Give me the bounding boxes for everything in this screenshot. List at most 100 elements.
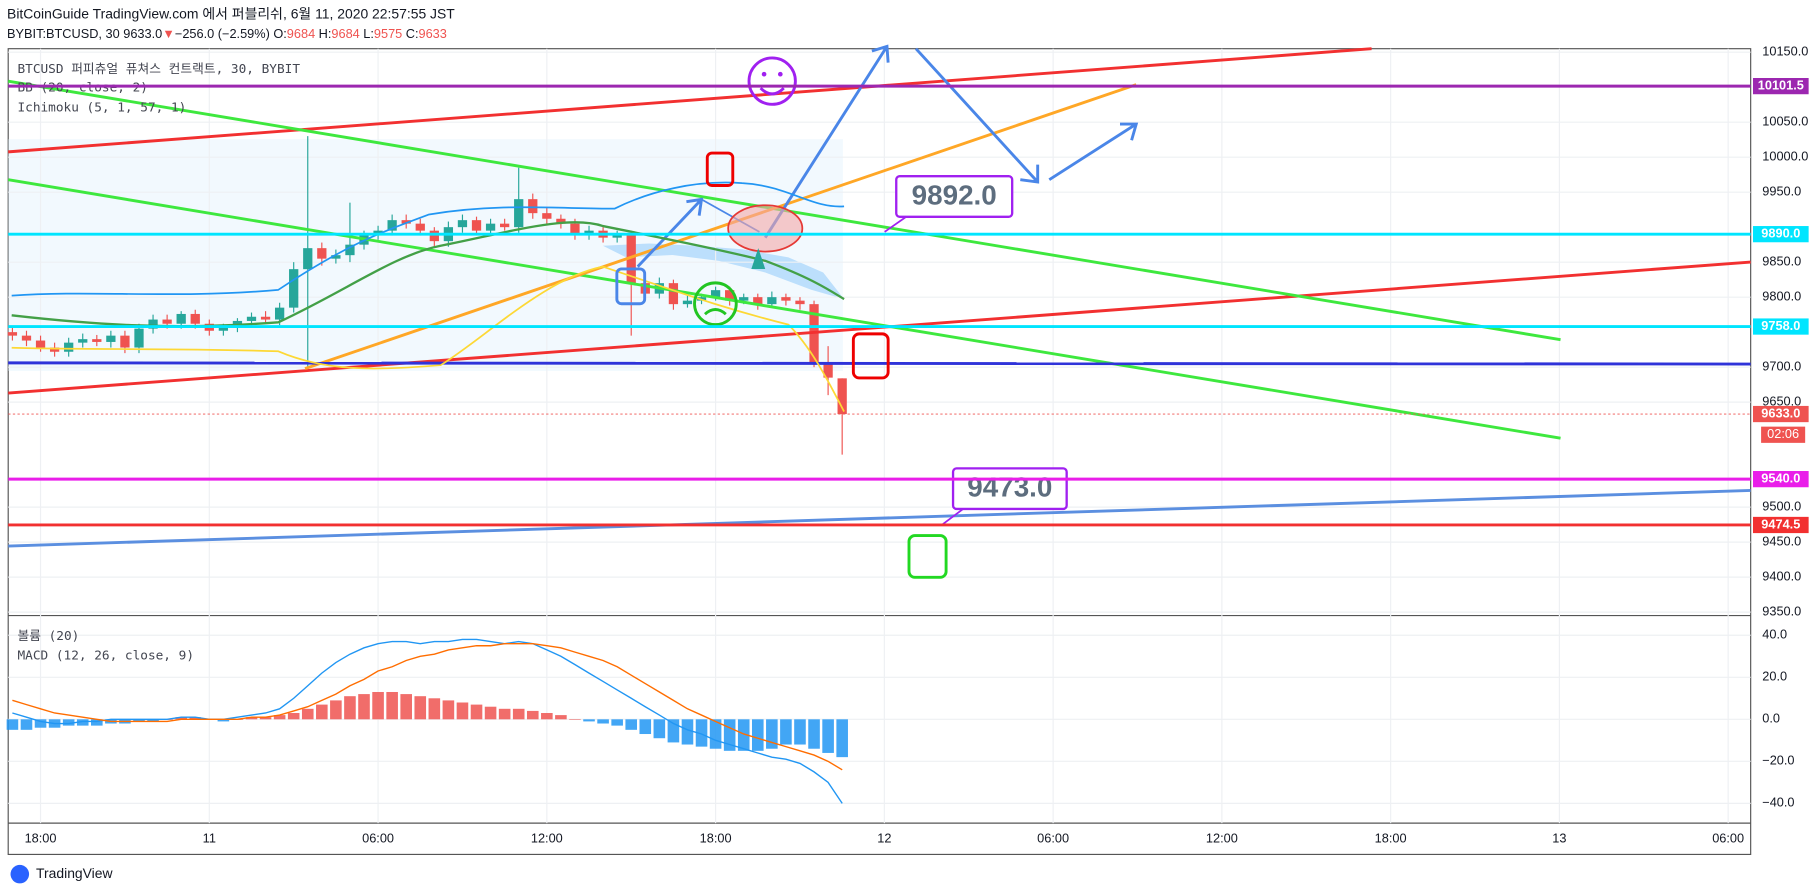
price-label-bg <box>1752 471 1809 488</box>
ohlc-label: O: <box>273 26 286 41</box>
candle-body <box>739 297 749 301</box>
candle-body <box>190 313 200 324</box>
legend-bb: BB (20, close, 2) <box>17 81 148 96</box>
logo <box>10 864 30 884</box>
macd-histogram-bar <box>245 717 258 720</box>
smiley-eye <box>761 71 767 77</box>
candle-body <box>584 230 594 235</box>
candle-body <box>809 304 819 364</box>
candle-body <box>21 335 32 341</box>
x-tick-label: 13 <box>1552 831 1566 846</box>
header-symbol: BYBIT:BTCUSD, 30 9633.0▼−256.0 (−2.59%) O… <box>7 26 447 41</box>
callout-text: 9892.0 <box>912 179 997 210</box>
price-label: 9758.0 <box>1761 318 1800 333</box>
macd-histogram-bar <box>569 719 581 720</box>
macd-histogram-bar <box>400 694 412 720</box>
change-arrow: ▼ <box>162 26 175 41</box>
macd-histogram-bar <box>344 696 356 720</box>
candle-body <box>218 327 229 331</box>
smiley <box>747 56 797 106</box>
macd-histogram-bar <box>428 698 441 720</box>
highlight-ellipse <box>727 204 804 253</box>
countdown-bg <box>1761 426 1806 443</box>
y-tick-label: −20.0 <box>1762 753 1794 768</box>
macd-histogram-bar <box>301 708 314 720</box>
arrow-marker <box>751 248 766 269</box>
candle-body <box>331 255 341 259</box>
macd-histogram-bar <box>20 719 33 730</box>
candle-body <box>415 223 425 231</box>
price-label-bg <box>1752 226 1809 243</box>
x-tick-label: 18:00 <box>25 831 57 846</box>
macd-histogram-bar <box>330 700 342 720</box>
trend-line <box>8 488 1751 548</box>
arrow <box>764 44 890 239</box>
macd-histogram-bar <box>737 719 750 751</box>
candle-body <box>710 290 721 298</box>
macd-histogram-bar <box>512 708 525 720</box>
y-tick-label: 0.0 <box>1762 711 1780 726</box>
candle-body <box>274 307 285 320</box>
macd-histogram-bar <box>681 719 694 745</box>
callout-text: 9473.0 <box>967 472 1052 503</box>
candle-body <box>514 199 524 228</box>
countdown: 02:06 <box>1767 426 1799 441</box>
symbol: BYBIT:BTCUSD, 30 9633.0 <box>7 26 162 41</box>
candle-body <box>837 378 847 415</box>
macd-histogram-bar <box>456 702 469 720</box>
y-tick-label: 9950.0 <box>1762 184 1801 199</box>
y-tick-label: 9500.0 <box>1762 499 1801 514</box>
macd-histogram-bar <box>808 719 820 749</box>
y-tick-label: 40.0 <box>1762 627 1787 642</box>
y-tick-label: −40.0 <box>1762 795 1794 810</box>
legend-volume: 볼륨 (20) <box>17 629 79 644</box>
candle-body <box>260 316 271 320</box>
macd-histogram-bar <box>541 713 553 720</box>
change: −256.0 (−2.59%) <box>175 26 270 41</box>
sad-face <box>693 281 738 327</box>
price-label: 9890.0 <box>1761 226 1800 241</box>
y-tick-label: 9700.0 <box>1762 359 1801 374</box>
smiley-mouth <box>759 87 785 96</box>
candle-body <box>556 218 566 224</box>
price-label-bg <box>1752 516 1809 534</box>
smiley-eye <box>777 71 783 77</box>
macd-histogram-bar <box>723 719 736 751</box>
candle-body <box>303 248 313 270</box>
macd-histogram-bar <box>287 713 300 720</box>
macd-histogram-bar <box>751 719 764 751</box>
macd-histogram-bar <box>6 719 19 730</box>
ohlc-label: C: <box>406 26 419 41</box>
candle-body <box>134 328 144 348</box>
macd-histogram-bar <box>273 715 286 720</box>
price-label: 10101.5 <box>1758 77 1804 92</box>
trend-line <box>8 361 1751 366</box>
macd-histogram-bar <box>484 706 497 720</box>
x-tick-label: 12:00 <box>1206 831 1238 846</box>
macd-histogram-bar <box>62 719 75 726</box>
legend-main: BTCUSD 퍼피츄얼 퓨쳐스 컨트랙트, 30, BYBIT <box>17 62 300 77</box>
price-label: 9633.0 <box>1761 405 1800 420</box>
y-tick-label: 9800.0 <box>1762 289 1801 304</box>
y-tick-label: 9350.0 <box>1762 603 1801 618</box>
macd-line <box>12 638 843 804</box>
macd-histogram-bar <box>217 719 230 722</box>
candle-body <box>500 223 510 228</box>
candle-body <box>373 230 383 235</box>
candle-body <box>429 230 439 242</box>
candle-body <box>457 220 468 228</box>
macd-histogram-bar <box>794 719 806 745</box>
macd-histogram-bar <box>133 719 145 722</box>
candle-body <box>485 223 496 231</box>
chart-frame <box>7 48 1752 856</box>
footer-brand: TradingView <box>36 865 113 881</box>
y-tick-label: 10150.0 <box>1762 44 1808 59</box>
candle-body <box>246 316 257 321</box>
candle-body <box>612 234 622 238</box>
macd-histogram-bar <box>625 719 638 730</box>
candle-body <box>767 297 777 305</box>
header-line: BitCoinGuide TradingView.com 에서 퍼블리쉬, 6월… <box>7 6 455 22</box>
x-tick-label: 12 <box>877 831 891 846</box>
